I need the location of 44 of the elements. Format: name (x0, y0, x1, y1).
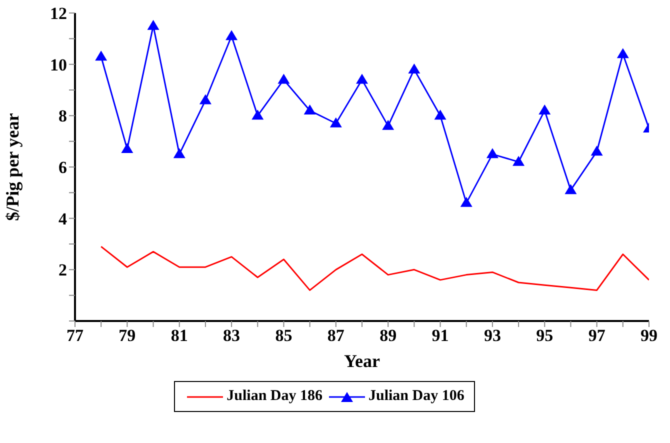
point (616, 48, 629, 58)
point (512, 156, 525, 166)
point (278, 74, 290, 84)
line-series (100, 246, 649, 291)
point (95, 50, 108, 61)
point (252, 110, 264, 120)
point (590, 146, 603, 156)
x-tick-label: 97 (588, 326, 606, 346)
point (486, 148, 498, 158)
point (356, 74, 368, 84)
point (460, 196, 472, 207)
x-tick-label: 83 (223, 326, 240, 346)
x-tick-label: 77 (66, 326, 84, 346)
legend-label: Julian Day 186 (226, 388, 322, 405)
x-tick-label: 93 (484, 326, 501, 346)
point (434, 110, 446, 120)
x-tick-label: 99 (640, 326, 658, 346)
x-tick-label: 89 (380, 326, 397, 346)
point (564, 184, 577, 194)
point (330, 117, 342, 128)
x-tick-label: 81 (170, 326, 188, 346)
y-tick-label: 4 (58, 209, 68, 228)
y-tick-label: 6 (58, 158, 67, 178)
point (199, 94, 212, 104)
legend-label: Julian Day 106 (368, 388, 464, 405)
y-tick-label: 8 (58, 106, 67, 126)
point (304, 104, 316, 115)
x-tick-label: 85 (275, 326, 292, 346)
y-tick-label: 2 (58, 260, 67, 280)
x-tick-label: 87 (327, 326, 345, 346)
point (408, 63, 420, 74)
y-tick-label: 10 (50, 55, 67, 74)
x-tick-label: 91 (432, 326, 449, 346)
point (121, 143, 134, 154)
y-tick-label: 12 (50, 4, 67, 24)
y-axis-title: $/Pig per year (2, 113, 22, 221)
point (538, 104, 551, 115)
x-axis-title: Year (344, 351, 380, 371)
point (147, 20, 160, 30)
x-tick-label: 95 (536, 326, 554, 346)
x-tick-label: 79 (118, 326, 136, 346)
point (226, 30, 238, 40)
point (173, 148, 186, 158)
point (382, 120, 394, 130)
